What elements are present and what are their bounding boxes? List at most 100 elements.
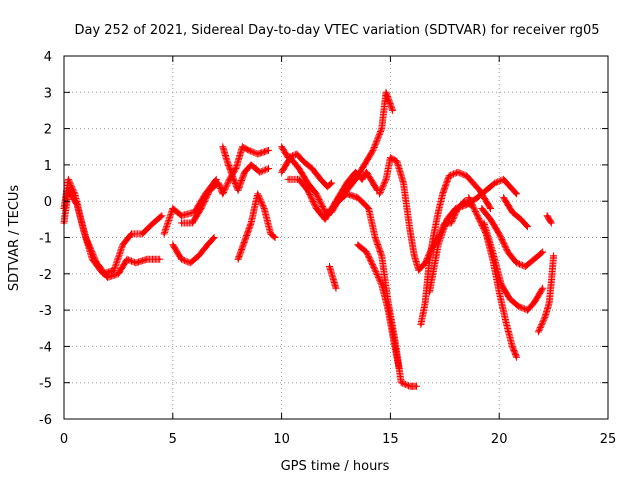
data-point: [130, 232, 133, 236]
data-point: [315, 207, 318, 210]
data-point: [356, 243, 359, 246]
data-point: [267, 149, 270, 152]
y-tick-label: -2: [39, 268, 52, 283]
data-point: [141, 232, 144, 236]
chart-title: Day 252 of 2021, Sidereal Day-to-day VTE…: [74, 23, 599, 38]
data-point: [374, 269, 377, 272]
data-point: [526, 308, 529, 312]
data-point: [511, 345, 514, 348]
data-point: [121, 243, 125, 246]
data-point: [212, 236, 216, 239]
data-point: [491, 250, 494, 254]
data-point: [217, 181, 220, 185]
data-point: [226, 160, 229, 163]
data-point: [106, 276, 109, 279]
y-tick-label: 3: [44, 86, 52, 101]
data-point: [395, 160, 399, 163]
series-trace-s: [480, 219, 547, 314]
data-point: [424, 301, 427, 304]
data-point: [445, 218, 449, 221]
data-point: [465, 174, 468, 177]
data-point: [541, 287, 544, 290]
data-point: [117, 272, 120, 275]
data-point: [234, 167, 238, 170]
data-point: [354, 178, 357, 181]
data-point: [306, 189, 309, 192]
series-trace-h: [278, 143, 336, 191]
data-point: [511, 210, 514, 214]
series-trace-o: [417, 168, 494, 329]
data-point: [391, 109, 394, 112]
data-point: [180, 221, 183, 225]
data-point: [437, 243, 440, 246]
series-trace-j: [284, 168, 381, 223]
data-point: [171, 207, 174, 210]
data-point: [400, 381, 403, 384]
y-tick-label: 4: [44, 50, 52, 65]
data-point: [286, 178, 290, 181]
data-point: [437, 210, 440, 214]
x-tick-label: 0: [60, 432, 68, 447]
data-point: [502, 178, 505, 181]
x-tick-label: 10: [273, 432, 290, 447]
series-trace-c: [160, 175, 220, 238]
y-tick-label: -6: [39, 413, 52, 428]
data-point: [152, 221, 155, 225]
data-point: [428, 290, 431, 294]
data-point: [367, 207, 370, 210]
series-trace-v: [543, 212, 555, 227]
data-point: [482, 221, 486, 225]
data-point: [328, 265, 331, 268]
data-point: [297, 178, 301, 181]
data-point: [484, 189, 488, 192]
data-point: [548, 301, 551, 304]
data-point: [269, 232, 272, 236]
tick-marks: [63, 55, 609, 420]
data-point: [454, 207, 457, 210]
data-point: [408, 229, 412, 232]
data-point: [456, 171, 460, 174]
data-point: [323, 218, 327, 221]
data-point: [380, 254, 383, 257]
data-point: [228, 178, 231, 181]
data-point: [171, 243, 174, 246]
data-point: [380, 283, 383, 286]
data-point: [180, 214, 183, 217]
data-point: [247, 149, 251, 152]
data-point: [273, 236, 277, 239]
data-point: [330, 181, 333, 185]
data-point: [371, 181, 375, 185]
y-axis-label: SDTVAR / TECUs: [7, 185, 22, 292]
data-point: [280, 145, 283, 148]
data-point: [232, 178, 235, 181]
data-point: [476, 214, 479, 217]
data-point: [402, 181, 405, 185]
data-point: [484, 200, 488, 203]
data-point: [256, 192, 259, 196]
data-point: [258, 171, 261, 174]
data-point: [334, 287, 338, 290]
data-point: [249, 163, 253, 167]
data-point: [532, 301, 536, 304]
data-point: [537, 330, 540, 334]
data-point: [267, 167, 270, 170]
data-point: [125, 258, 129, 261]
data-point: [415, 385, 418, 388]
data-point: [280, 171, 283, 174]
data-point: [384, 178, 388, 181]
series-markers: [500, 194, 531, 231]
data-point: [504, 319, 507, 323]
data-point: [306, 181, 309, 185]
grid: [64, 56, 608, 419]
x-axis-label: GPS time / hours: [281, 459, 390, 474]
data-point: [498, 232, 501, 236]
data-point: [502, 196, 505, 199]
series-trace-e: [178, 143, 272, 227]
data-point: [67, 189, 70, 192]
data-point: [524, 265, 527, 268]
data-point: [365, 250, 368, 254]
data-point: [541, 250, 544, 254]
data-point: [215, 178, 218, 181]
